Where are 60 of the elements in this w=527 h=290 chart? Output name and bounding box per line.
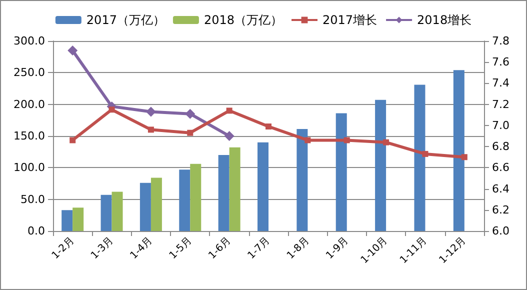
point bbox=[68, 46, 78, 56]
y2-tick-label: 7.8 bbox=[492, 34, 510, 48]
x-tick-label: 1-3月 bbox=[89, 235, 116, 262]
bar bbox=[62, 210, 73, 231]
bar bbox=[140, 182, 151, 231]
y2-tick-label: 7.0 bbox=[492, 118, 510, 132]
point bbox=[148, 126, 154, 133]
bar bbox=[375, 100, 386, 231]
point bbox=[187, 130, 194, 136]
x-tick-label: 1-9月 bbox=[324, 235, 351, 262]
bar bbox=[453, 70, 464, 231]
y2-tick-label: 6.6 bbox=[492, 161, 510, 174]
x-tick-label: 1-7月 bbox=[246, 235, 272, 262]
y2-tick-label: 7.6 bbox=[492, 56, 510, 69]
legend-label: 2017（万亿） bbox=[86, 13, 165, 27]
legend-label: 2018（万亿） bbox=[204, 13, 283, 27]
point bbox=[461, 154, 468, 160]
point bbox=[185, 108, 196, 119]
y-tick-label: 300.0 bbox=[14, 34, 45, 48]
y-tick-label: 50.0 bbox=[20, 192, 45, 206]
point bbox=[422, 150, 428, 157]
y-tick-label: 200.0 bbox=[14, 98, 45, 111]
x-tick-label: 1-2月 bbox=[50, 235, 76, 262]
x-tick-label: 1-4月 bbox=[128, 235, 155, 262]
bar bbox=[296, 129, 308, 231]
bar bbox=[179, 170, 190, 231]
bar bbox=[258, 142, 268, 231]
point bbox=[304, 137, 311, 144]
x-tick-label: 1-5月 bbox=[168, 235, 194, 262]
bar bbox=[150, 178, 162, 231]
y-tick-label: 150.0 bbox=[14, 130, 45, 142]
legend-label: 2018增长 bbox=[417, 13, 472, 27]
point bbox=[146, 106, 156, 117]
y2-tick-label: 6.8 bbox=[492, 140, 510, 154]
bar bbox=[72, 208, 84, 231]
bar bbox=[336, 113, 347, 231]
y2-tick-label: 7.2 bbox=[492, 98, 510, 111]
legend-label: 2017增长 bbox=[322, 13, 378, 27]
bar bbox=[100, 194, 112, 231]
point bbox=[266, 124, 272, 130]
point bbox=[108, 106, 115, 113]
bar bbox=[229, 147, 240, 231]
point bbox=[224, 131, 234, 141]
y-tick-label: 0.0 bbox=[28, 224, 45, 238]
y-tick-label: 100.0 bbox=[14, 161, 45, 174]
bar bbox=[112, 192, 123, 231]
y2-tick-label: 7.4 bbox=[492, 76, 510, 90]
y2-tick-label: 6.4 bbox=[492, 182, 510, 196]
point bbox=[70, 137, 76, 144]
point bbox=[383, 139, 390, 146]
y2-tick-label: 6.2 bbox=[492, 203, 510, 216]
bar bbox=[218, 155, 230, 231]
bar bbox=[190, 164, 202, 231]
y2-tick-label: 6.0 bbox=[492, 224, 510, 238]
bar bbox=[414, 84, 426, 231]
point bbox=[226, 108, 232, 114]
x-tick-label: 1-6月 bbox=[206, 235, 234, 262]
point bbox=[344, 137, 350, 144]
x-tick-label: 1-8月 bbox=[285, 235, 312, 262]
y-tick-label: 250.0 bbox=[14, 66, 45, 80]
